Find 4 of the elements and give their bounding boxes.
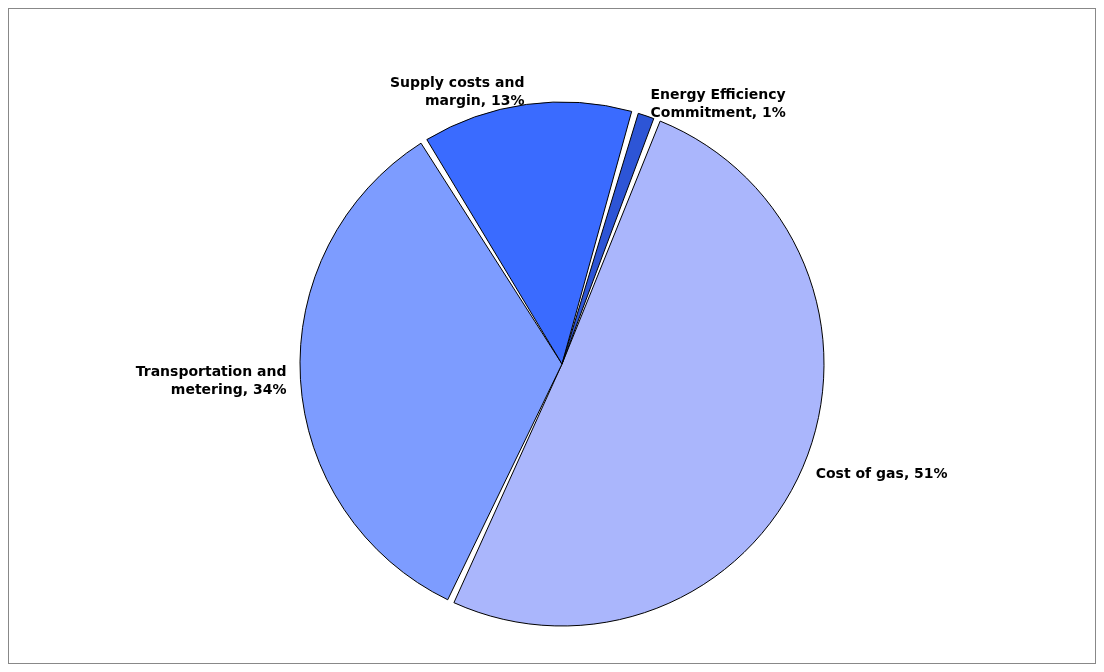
slice-label: Transportation and metering, 34% bbox=[135, 363, 287, 398]
slice-label: Energy Efficiency Commitment, 1% bbox=[650, 85, 786, 120]
slice-label: Supply costs and margin, 13% bbox=[389, 73, 525, 108]
slice-label: Cost of gas, 51% bbox=[815, 464, 948, 481]
